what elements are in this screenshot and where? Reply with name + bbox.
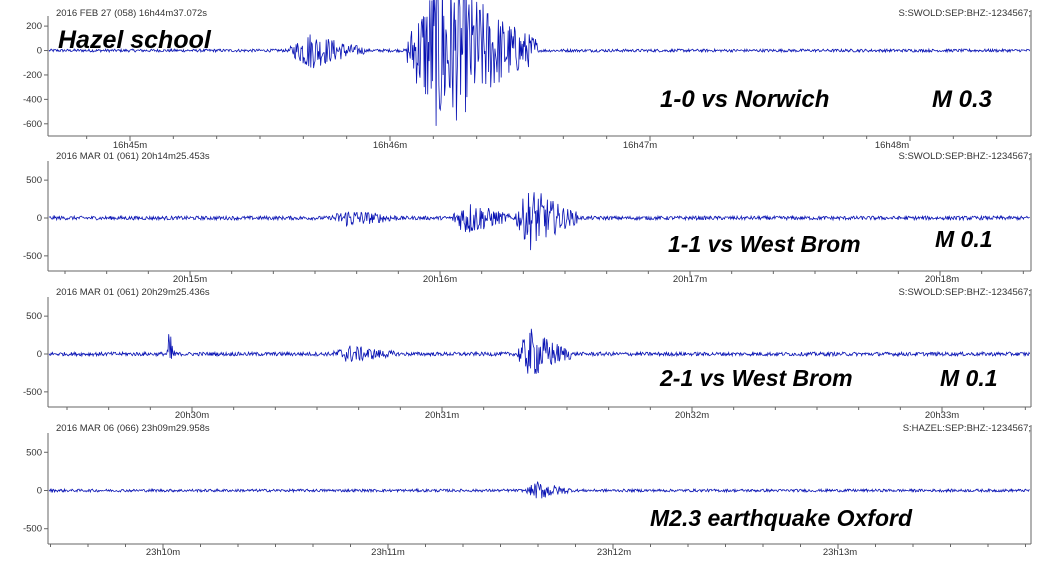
annotation-event: 1-1 vs West Brom (668, 231, 861, 257)
seismogram-panel-3: 2016 MAR 01 (061) 20h29m25.436s S:SWOLD:… (0, 287, 1037, 422)
y-tick-label: -200 (23, 70, 42, 81)
y-tick-label: -500 (23, 387, 42, 398)
x-tick-label: 16h47m (623, 140, 657, 151)
x-tick-label: 16h46m (373, 140, 407, 151)
seismogram-plot-3: 500 0 -500 20h30m 20h31m 20h32m 20h33m (23, 289, 1032, 421)
seismogram-plot-4: 500 0 -500 23h10m 23h11m 23h12m 23h13m (23, 425, 1032, 558)
y-tick-label: 0 (37, 349, 42, 360)
y-tick-label: 500 (26, 447, 42, 458)
panel-header-right: S:SWOLD:SEP:BHZ:-1234567; (898, 151, 1031, 162)
panel-header-left: 2016 FEB 27 (058) 16h44m37.072s (56, 8, 208, 19)
annotation-event: 1-0 vs Norwich (660, 86, 830, 113)
y-tick-label: 0 (37, 46, 42, 57)
x-tick-label: 23h13m (823, 547, 857, 558)
x-tick-label: 23h12m (597, 547, 631, 558)
seismogram-panel-2: 2016 MAR 01 (061) 20h14m25.453s S:SWOLD:… (0, 151, 1037, 286)
y-tick-label: 500 (26, 311, 42, 322)
seismogram-panel-1: 2016 FEB 27 (058) 16h44m37.072s S:SWOLD:… (0, 0, 1037, 151)
x-tick-label: 20h18m (925, 274, 959, 285)
y-tick-label: -500 (23, 524, 42, 535)
panel-header-right: S:SWOLD:SEP:BHZ:-1234567; (898, 287, 1031, 298)
seismogram-plot-2: 500 0 -500 20h15m 20h16m 20h17m 20h18m (23, 153, 1032, 285)
y-tick-label: 0 (37, 213, 42, 224)
waveform-trace (48, 192, 1030, 251)
x-tick-label: 20h32m (675, 410, 709, 421)
panel-header-left: 2016 MAR 06 (066) 23h09m29.958s (56, 423, 210, 434)
waveform-trace (48, 328, 1031, 374)
x-tick-label: 20h15m (173, 274, 207, 285)
annotation-event: 2-1 vs West Brom (660, 365, 853, 391)
x-tick-label: 20h31m (425, 410, 459, 421)
panel-header-left: 2016 MAR 01 (061) 20h14m25.453s (56, 151, 210, 162)
x-tick-label: 16h45m (113, 140, 147, 151)
x-tick-label: 20h33m (925, 410, 959, 421)
waveform-trace (48, 0, 1031, 126)
x-tick-label: 20h16m (423, 274, 457, 285)
y-tick-label: 200 (26, 21, 42, 32)
y-tick-label: -400 (23, 94, 42, 105)
x-tick-label: 20h30m (175, 410, 209, 421)
y-tick-label: 0 (37, 486, 42, 497)
annotation-magnitude: M 0.1 (935, 226, 993, 252)
seismogram-plot-1: 200 0 -200 -400 -600 16h45m 16h46m 16h47m 16h48m (23, 0, 1032, 151)
x-tick-label: 16h48m (875, 140, 909, 151)
panel-header-right: S:HAZEL:SEP:BHZ:-1234567; (902, 423, 1031, 434)
annotation-magnitude: M 0.1 (940, 365, 998, 391)
annotation-magnitude: M 0.3 (932, 86, 993, 113)
x-tick-label: 23h11m (371, 547, 405, 558)
y-tick-label: -600 (23, 119, 42, 130)
panel-header-left: 2016 MAR 01 (061) 20h29m25.436s (56, 287, 210, 298)
x-tick-label: 23h10m (146, 547, 180, 558)
panel-header-right: S:SWOLD:SEP:BHZ:-1234567; (898, 8, 1031, 19)
seismogram-panel-4: 2016 MAR 06 (066) 23h09m29.958s S:HAZEL:… (0, 423, 1037, 569)
annotation-site: Hazel school (58, 26, 211, 54)
y-tick-label: 500 (26, 175, 42, 186)
y-tick-label: -500 (23, 251, 42, 262)
x-tick-label: 20h17m (673, 274, 707, 285)
annotation-event: M2.3 earthquake Oxford (650, 505, 913, 531)
waveform-trace (48, 481, 1030, 499)
